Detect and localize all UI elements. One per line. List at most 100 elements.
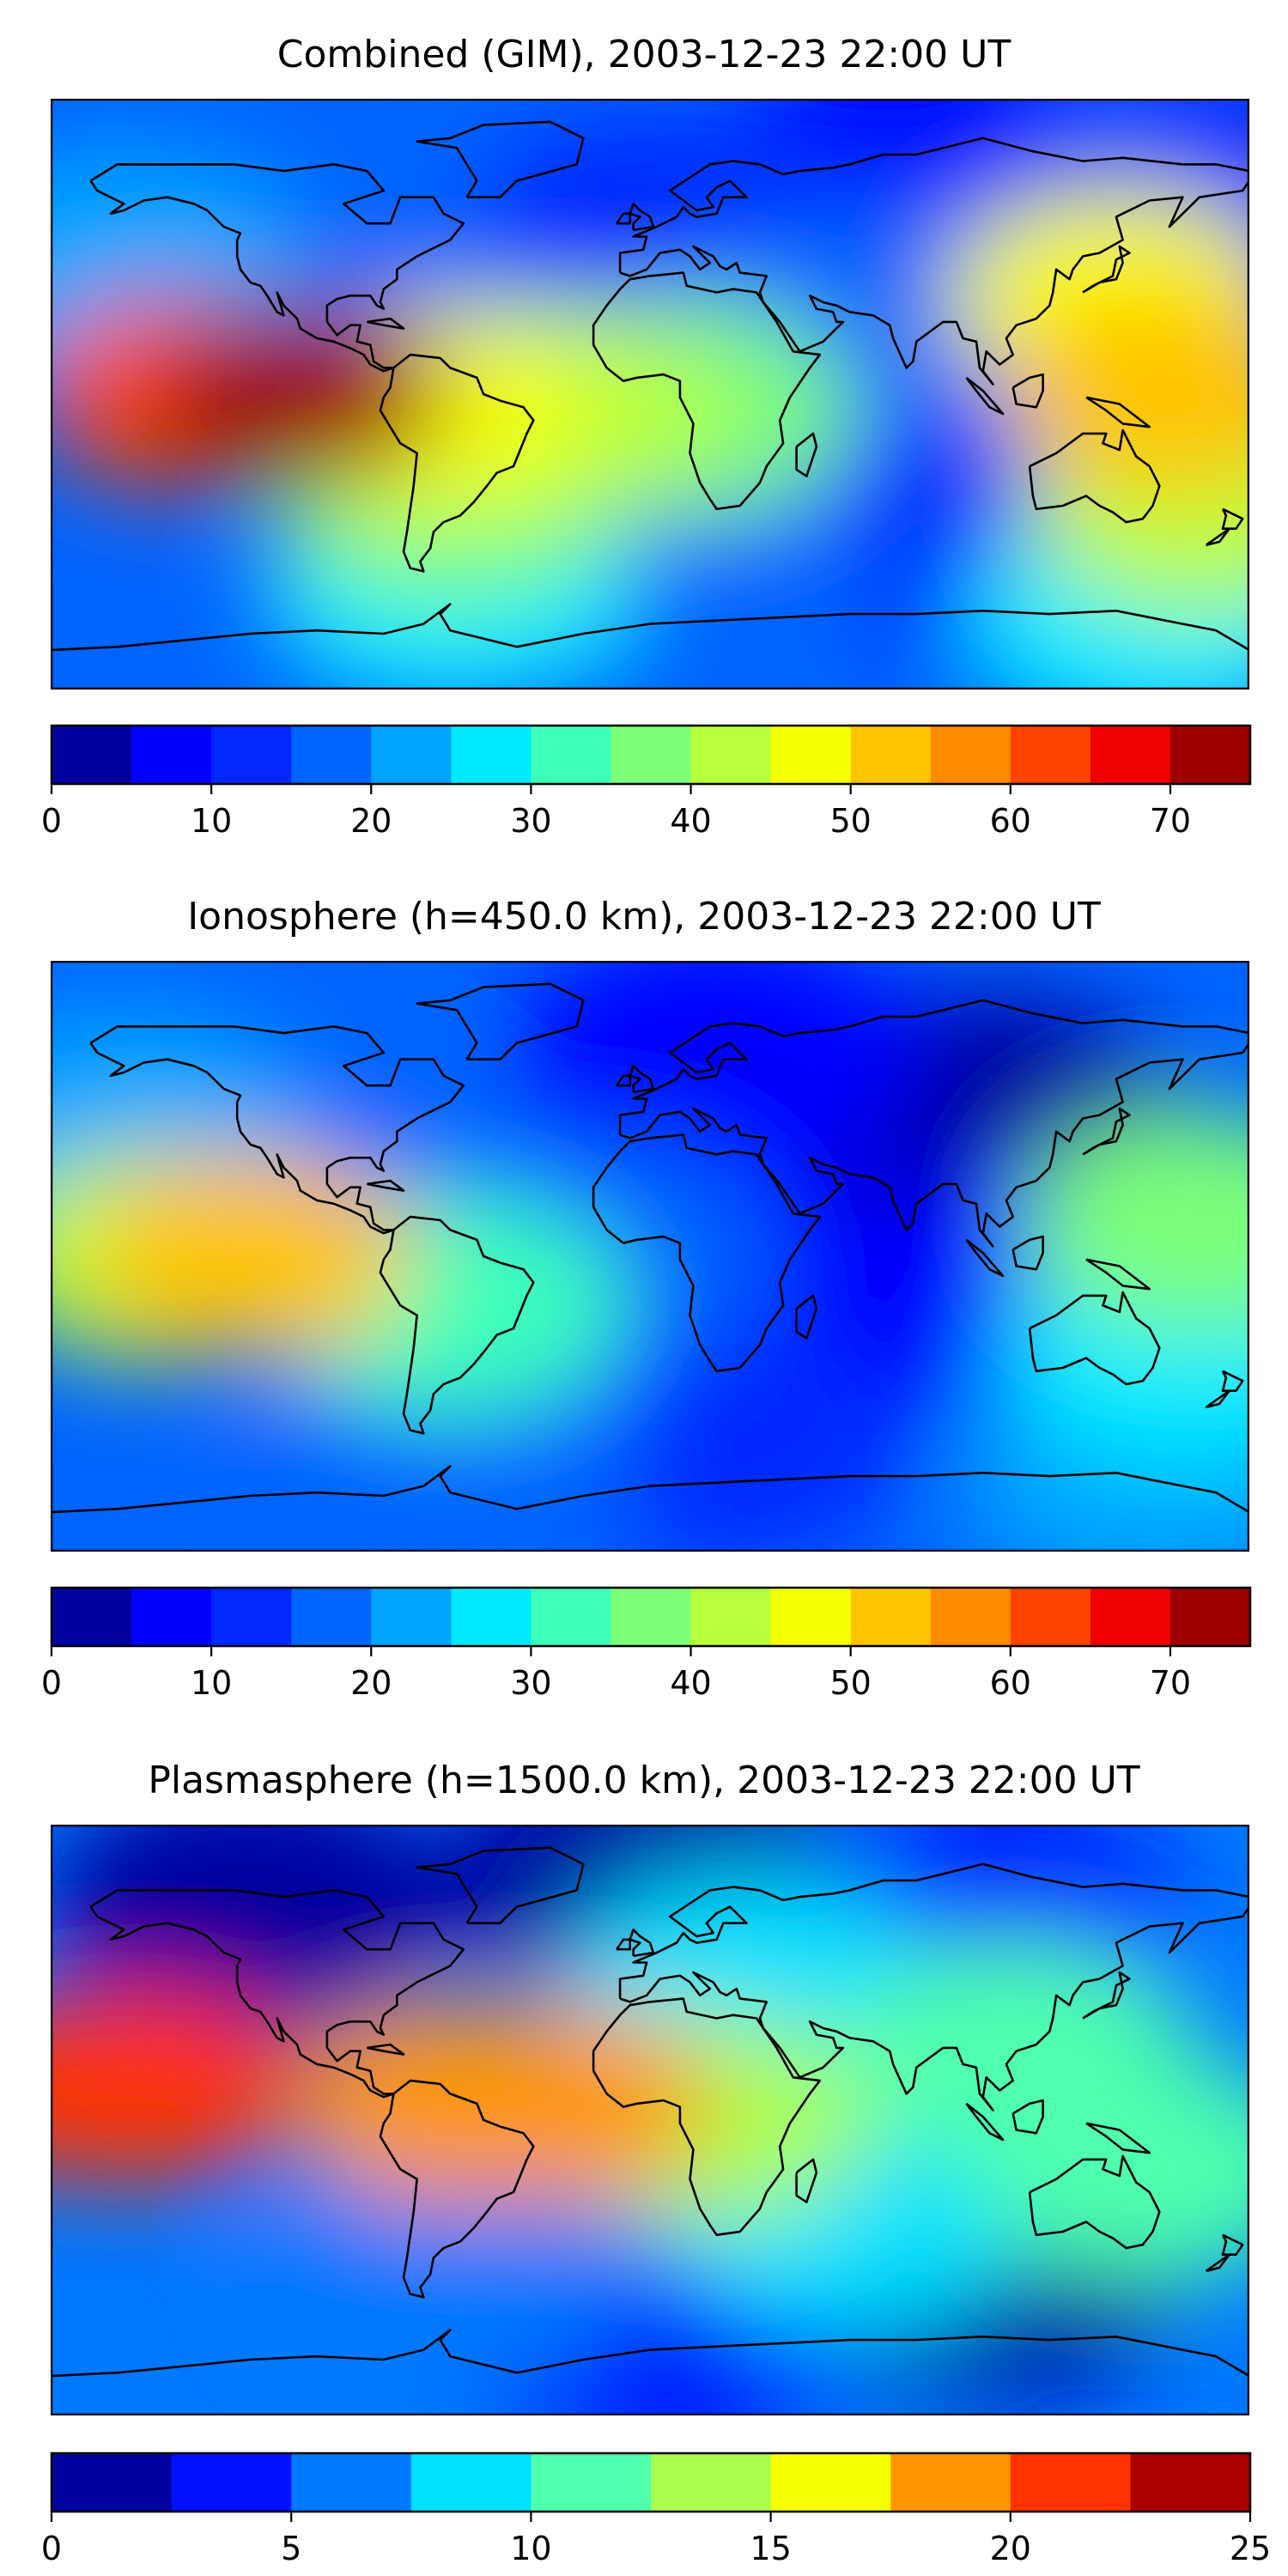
colorbar-tick-label: 0 xyxy=(41,1664,62,1702)
coastline xyxy=(1012,1235,1044,1271)
field-feature xyxy=(971,2057,1249,2281)
field-feature xyxy=(255,2145,646,2391)
colorbar-tick-label: 50 xyxy=(829,1664,871,1702)
coastline xyxy=(629,1065,655,1094)
coastline xyxy=(1028,1291,1161,1386)
colorbar-segment xyxy=(690,726,772,784)
colorbar-tick-label: 20 xyxy=(350,1664,392,1702)
colorbar-segment xyxy=(52,726,132,784)
panel-2-map xyxy=(51,961,1249,1552)
colorbar-tick-label: 60 xyxy=(990,802,1031,840)
colorbar-tick-label: 25 xyxy=(1230,2530,1271,2567)
coastline xyxy=(795,432,818,477)
panel-1-map xyxy=(51,99,1249,690)
colorbar-segment xyxy=(371,726,452,784)
colorbar-tick-label: 10 xyxy=(191,1664,232,1702)
panel-3-colorbar: 0 5 10 15 20 25 xyxy=(41,2451,1271,2567)
coastline xyxy=(616,1938,631,1951)
panel-2-colorbar: 0 10 20 30 40 50 60 70 xyxy=(41,1586,1252,1702)
field-feature xyxy=(156,303,445,485)
colorbar-tick-label: 10 xyxy=(510,2530,551,2567)
colorbar-tick-label: 40 xyxy=(670,1664,711,1702)
coastline xyxy=(618,999,1249,1248)
colorbar-segment xyxy=(1130,2453,1251,2512)
field-feature xyxy=(51,1825,457,2037)
colorbar-segment xyxy=(52,1588,132,1646)
colorbar-segment xyxy=(930,1588,1012,1646)
colorbar-segment xyxy=(1010,1588,1091,1646)
colorbar-segment xyxy=(451,1588,532,1646)
colorbar-segment xyxy=(211,726,292,784)
colorbar-segment xyxy=(371,1588,452,1646)
colorbar-tick-label: 70 xyxy=(1150,802,1191,840)
colorbar-tick-label: 30 xyxy=(510,802,551,840)
colorbar-segment xyxy=(291,726,372,784)
colorbar-segment xyxy=(850,1588,932,1646)
colorbar-tick-label: 40 xyxy=(670,802,711,840)
coastline xyxy=(629,203,655,232)
colorbar-segment xyxy=(52,2453,173,2512)
coastline xyxy=(379,1215,535,1435)
colorbar-tick-label: 20 xyxy=(990,2530,1031,2567)
colorbar-segment xyxy=(291,1588,372,1646)
coastline xyxy=(1012,2099,1044,2135)
coastline xyxy=(618,1862,1249,2111)
coastline xyxy=(1205,527,1230,547)
coastline xyxy=(795,1294,818,1340)
colorbar-frame xyxy=(50,724,1252,786)
colorbar-frame xyxy=(50,1586,1252,1648)
coastline xyxy=(379,353,535,573)
colorbar-tick-label: 50 xyxy=(829,802,871,840)
colorbar-tick-label: 15 xyxy=(750,2530,791,2567)
coastline xyxy=(1085,396,1151,428)
coastline xyxy=(416,120,585,198)
field-feature xyxy=(88,1154,413,1358)
coastline xyxy=(592,1997,822,2237)
colorbar-segment xyxy=(171,2453,292,2512)
coastline xyxy=(1082,245,1131,294)
field-feature xyxy=(391,2003,709,2204)
coastline xyxy=(51,1465,1249,1533)
panel-3-title: Plasmasphere (h=1500.0 km), 2003-12-23 2… xyxy=(148,1759,1140,1802)
map-frame xyxy=(51,99,1249,690)
colorbar-segment xyxy=(611,1588,692,1646)
colorbar-segment xyxy=(890,2453,1012,2512)
coastline xyxy=(379,2079,535,2299)
coastline xyxy=(367,317,405,330)
map-frame xyxy=(51,961,1249,1552)
coastline xyxy=(51,2329,1249,2397)
colorbar-frame xyxy=(50,2451,1252,2513)
coastline xyxy=(616,1074,631,1087)
colorbar-segment xyxy=(531,1588,611,1646)
coastlines xyxy=(51,982,1249,1533)
colorbar-segment xyxy=(211,1588,292,1646)
panel-1-title: Combined (GIM), 2003-12-23 22:00 UT xyxy=(276,33,1012,76)
colorbar-tick-label: 10 xyxy=(191,802,232,840)
colorbar-segment xyxy=(850,726,932,784)
colorbar-tick-label: 0 xyxy=(41,802,62,840)
colorbar-segment xyxy=(451,726,532,784)
colorbar-tick-label: 0 xyxy=(41,2530,62,2567)
coastline xyxy=(89,1889,465,2099)
coastline xyxy=(51,603,1249,671)
colorbar-segment xyxy=(1090,726,1171,784)
coastline xyxy=(1028,2154,1161,2250)
colorbar-tick-label: 20 xyxy=(350,802,392,840)
coastline xyxy=(1028,428,1161,524)
colorbar-segment xyxy=(930,726,1012,784)
coastlines xyxy=(51,1846,1249,2397)
colorbar-segment xyxy=(770,2453,891,2512)
coastline xyxy=(618,137,1249,386)
colorbar-segment xyxy=(1170,726,1251,784)
coastline xyxy=(965,376,1005,416)
field-blobs xyxy=(51,1825,1249,2415)
coastline xyxy=(367,2043,405,2056)
panel-1-colorbar: 0 10 20 30 40 50 60 70 xyxy=(41,724,1252,840)
colorbar-segment xyxy=(131,1588,212,1646)
coastline xyxy=(1082,1971,1131,2020)
colorbar-tick-label: 30 xyxy=(510,1664,551,1702)
coastline xyxy=(89,1025,465,1235)
coastline xyxy=(965,2102,1005,2142)
coastline xyxy=(965,1238,1005,1278)
colorbar-segment xyxy=(651,2453,772,2512)
